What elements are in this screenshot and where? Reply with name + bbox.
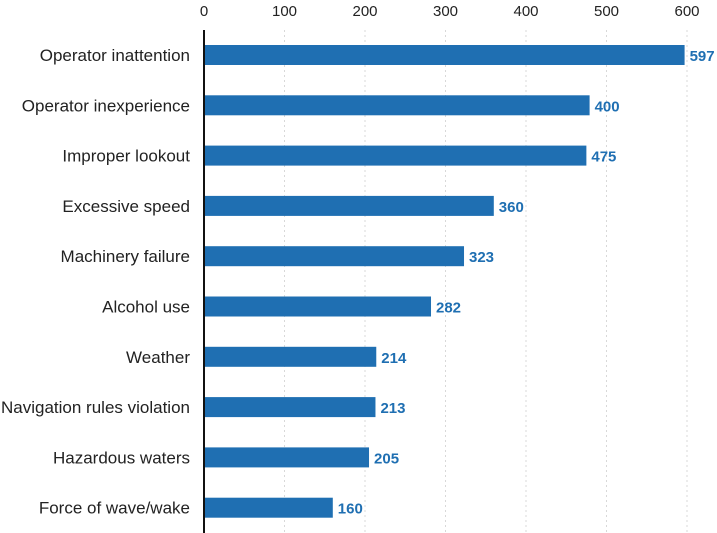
bar (204, 397, 376, 418)
x-tick-label: 400 (513, 3, 538, 20)
data-label: 400 (595, 98, 620, 115)
data-label: 282 (436, 300, 461, 317)
data-label: 205 (374, 450, 399, 467)
category-labels: Operator inattention Operator inexperienc… (1, 46, 190, 518)
x-axis-ticks: 0 100 200 300 400 500 600 (200, 3, 700, 20)
data-label: 160 (338, 501, 363, 518)
category-label: Alcohol use (102, 298, 190, 317)
gridlines (284, 30, 688, 533)
x-tick-label: 600 (674, 3, 699, 20)
category-label: Machinery failure (61, 247, 190, 266)
data-label: 597 (690, 48, 715, 65)
category-label: Hazardous waters (53, 448, 190, 467)
bar (204, 346, 377, 367)
category-label: Operator inexperience (22, 96, 190, 115)
bars (204, 45, 685, 518)
data-label: 475 (591, 149, 616, 166)
data-label: 213 (380, 400, 405, 417)
bar (204, 195, 494, 216)
category-label: Operator inattention (40, 46, 190, 65)
data-label: 360 (499, 199, 524, 216)
category-label: Force of wave/wake (39, 499, 190, 518)
value-labels: 597 400 475 360 323 282 214 213 205 160 (338, 48, 715, 518)
bar (204, 497, 333, 518)
x-tick-label: 300 (433, 3, 458, 20)
category-label: Excessive speed (62, 197, 190, 216)
bar (204, 95, 590, 116)
x-tick-label: 200 (352, 3, 377, 20)
category-label: Navigation rules violation (1, 398, 190, 417)
x-tick-label: 500 (594, 3, 619, 20)
category-label: Improper lookout (62, 147, 190, 166)
data-label: 323 (469, 249, 494, 266)
category-label: Weather (126, 348, 190, 367)
bar (204, 296, 432, 317)
x-tick-label: 0 (200, 3, 208, 20)
bar (204, 246, 465, 267)
data-label: 214 (381, 350, 407, 367)
x-tick-label: 100 (272, 3, 297, 20)
bar (204, 45, 685, 65)
bar (204, 447, 370, 468)
bar (204, 145, 587, 166)
